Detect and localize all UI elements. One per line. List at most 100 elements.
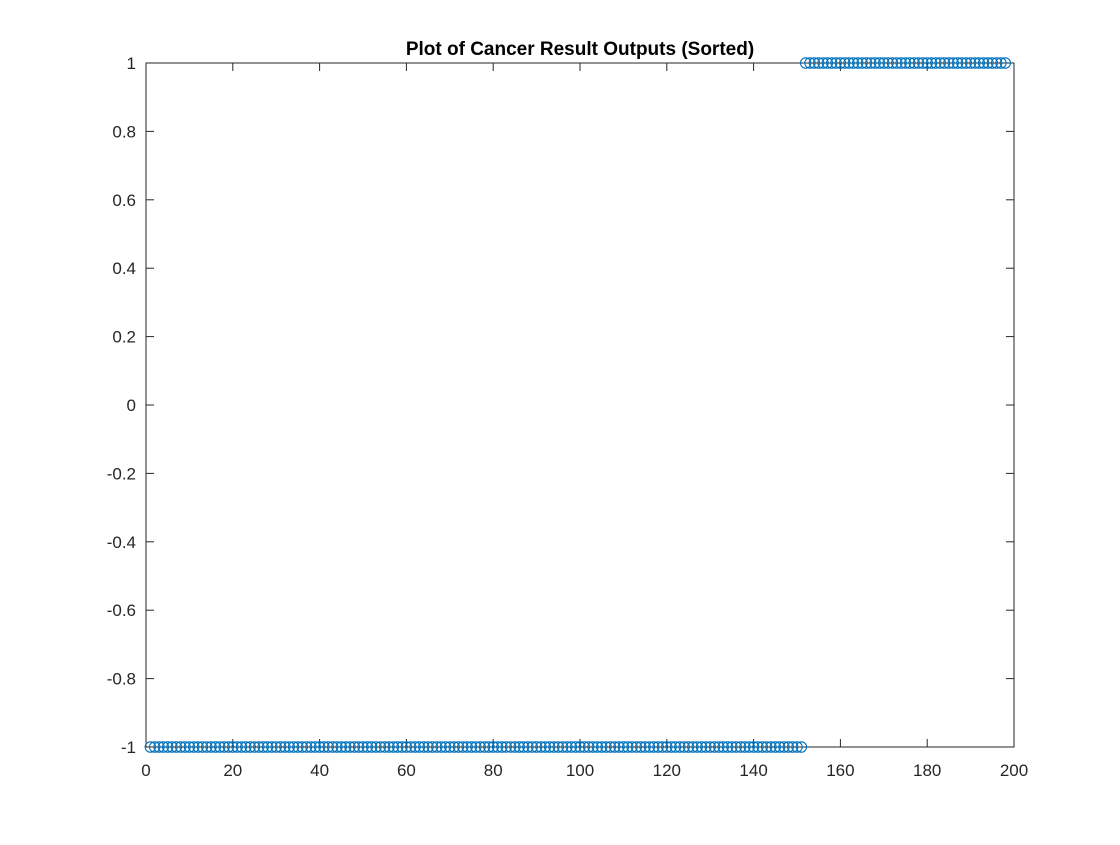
data-point [717,741,729,753]
data-point [726,741,738,753]
data-point [144,741,157,753]
data-point [760,741,773,753]
data-point [517,741,530,753]
data-point [808,57,821,69]
data-point [917,57,929,69]
data-point [153,741,165,753]
data-point [378,741,391,753]
data-point [556,741,569,753]
data-point [956,57,968,69]
data-point [951,57,964,69]
data-point [214,741,226,753]
data-point [240,741,252,753]
x-tick-label: 180 [913,761,941,780]
data-point [465,741,478,753]
data-point [895,57,907,69]
y-tick-label: 0.8 [112,122,136,141]
data-point [674,741,686,753]
data-point [370,741,382,753]
data-point [478,741,491,753]
data-point [804,57,816,69]
data-point [513,741,525,753]
data-point [604,741,617,753]
data-point [591,741,604,753]
data-point [426,741,439,753]
data-point [205,741,217,753]
data-point [769,741,782,753]
data-point [174,741,187,753]
data-point [626,741,638,753]
y-axis-ticks: -1 -0.8 -0.6 -0.4 -0.2 0 0.2 0.4 0.6 0.8 1 [107,54,1014,757]
data-point [509,741,521,753]
data-point [496,741,508,753]
data-point [296,741,308,753]
data-point [196,741,209,753]
data-point [730,741,742,753]
axes [145,62,1015,748]
data-point [543,741,556,753]
x-tick-label: 0 [141,761,150,780]
data-point [734,741,747,753]
data-point [860,57,873,69]
data-point [348,741,361,753]
data-point [331,741,343,753]
data-point [361,741,374,753]
data-point [439,741,452,753]
data-point [782,741,795,753]
data-point [648,741,660,753]
data-point [825,57,838,69]
data-point [721,741,734,753]
data-point [318,741,330,753]
data-point [418,741,430,753]
data-point [365,741,378,753]
data-point [799,57,812,69]
data-point [739,741,751,753]
data-point [960,57,973,69]
data-point [387,741,400,753]
data-point [231,741,243,753]
data-point [630,741,643,753]
x-tick-label: 140 [739,761,767,780]
data-point [990,57,1003,69]
data-point [344,741,356,753]
data-point [643,741,656,753]
data-point [687,741,699,753]
data-point [921,57,933,69]
data-point [261,741,274,753]
data-point [500,741,512,753]
data-point [279,741,291,753]
data-point [621,741,634,753]
data-point [652,741,664,753]
y-tick-label: 0.6 [112,191,136,210]
data-point [270,741,282,753]
data-points [144,57,1012,753]
data-point [313,741,326,753]
data-point [452,741,465,753]
data-point [396,741,408,753]
x-tick-label: 80 [484,761,503,780]
data-point [899,57,912,69]
data-point [878,57,890,69]
data-point [617,741,630,753]
data-point [357,741,369,753]
data-point [791,741,803,753]
data-point [773,741,786,753]
data-point [947,57,959,69]
data-point [882,57,894,69]
data-point [474,741,486,753]
data-point [435,741,447,753]
data-point [539,741,552,753]
data-point [999,57,1012,69]
data-point [682,741,695,753]
data-point [352,741,365,753]
data-point [170,741,183,753]
data-point [908,57,920,69]
data-point [461,741,473,753]
data-point [187,741,200,753]
data-point [856,57,868,69]
data-point [765,741,777,753]
x-tick-label: 100 [566,761,594,780]
y-tick-label: 1 [127,54,136,73]
data-point [374,741,387,753]
